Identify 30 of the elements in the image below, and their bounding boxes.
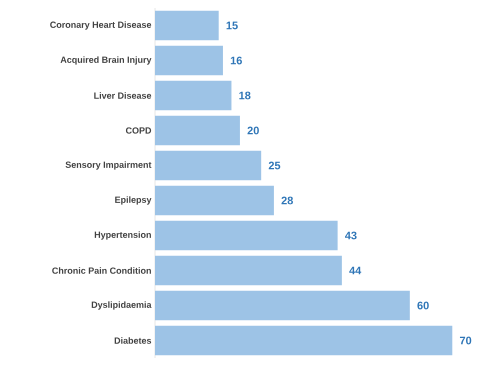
y-tick-label: Hypertension xyxy=(94,231,151,240)
y-tick-label: Chronic Pain Condition xyxy=(52,267,151,274)
y-tick-label: Coronary Heart Disease xyxy=(50,21,152,30)
bar xyxy=(155,256,342,286)
bar xyxy=(155,80,232,110)
y-tick-label: Dyslipidaemia xyxy=(92,301,152,310)
bar xyxy=(155,220,338,250)
y-tick-label: Sensory Impairment xyxy=(66,161,152,170)
y-tick-label: Epilepsy xyxy=(115,196,152,205)
bar xyxy=(155,326,452,356)
data-label: 43 xyxy=(345,232,357,240)
data-label: 44 xyxy=(349,266,362,274)
bar xyxy=(155,290,410,320)
bar xyxy=(155,186,274,216)
data-label: 28 xyxy=(281,196,293,204)
bar xyxy=(155,116,240,146)
bar xyxy=(155,150,262,180)
y-tick-label: Acquired Brain Injury xyxy=(60,56,152,65)
data-label: 60 xyxy=(417,302,429,310)
y-tick-label: COPD xyxy=(126,127,152,134)
bar xyxy=(155,46,223,76)
bar xyxy=(155,10,219,40)
data-label: 20 xyxy=(248,126,259,134)
data-label: 15 xyxy=(226,22,238,30)
y-tick-label: Diabetes xyxy=(114,337,152,344)
data-label: 25 xyxy=(268,162,280,170)
data-label: 18 xyxy=(239,92,250,100)
y-tick-label: Liver Disease xyxy=(94,92,152,99)
data-label: 16 xyxy=(230,56,242,64)
data-label: 70 xyxy=(460,336,472,344)
